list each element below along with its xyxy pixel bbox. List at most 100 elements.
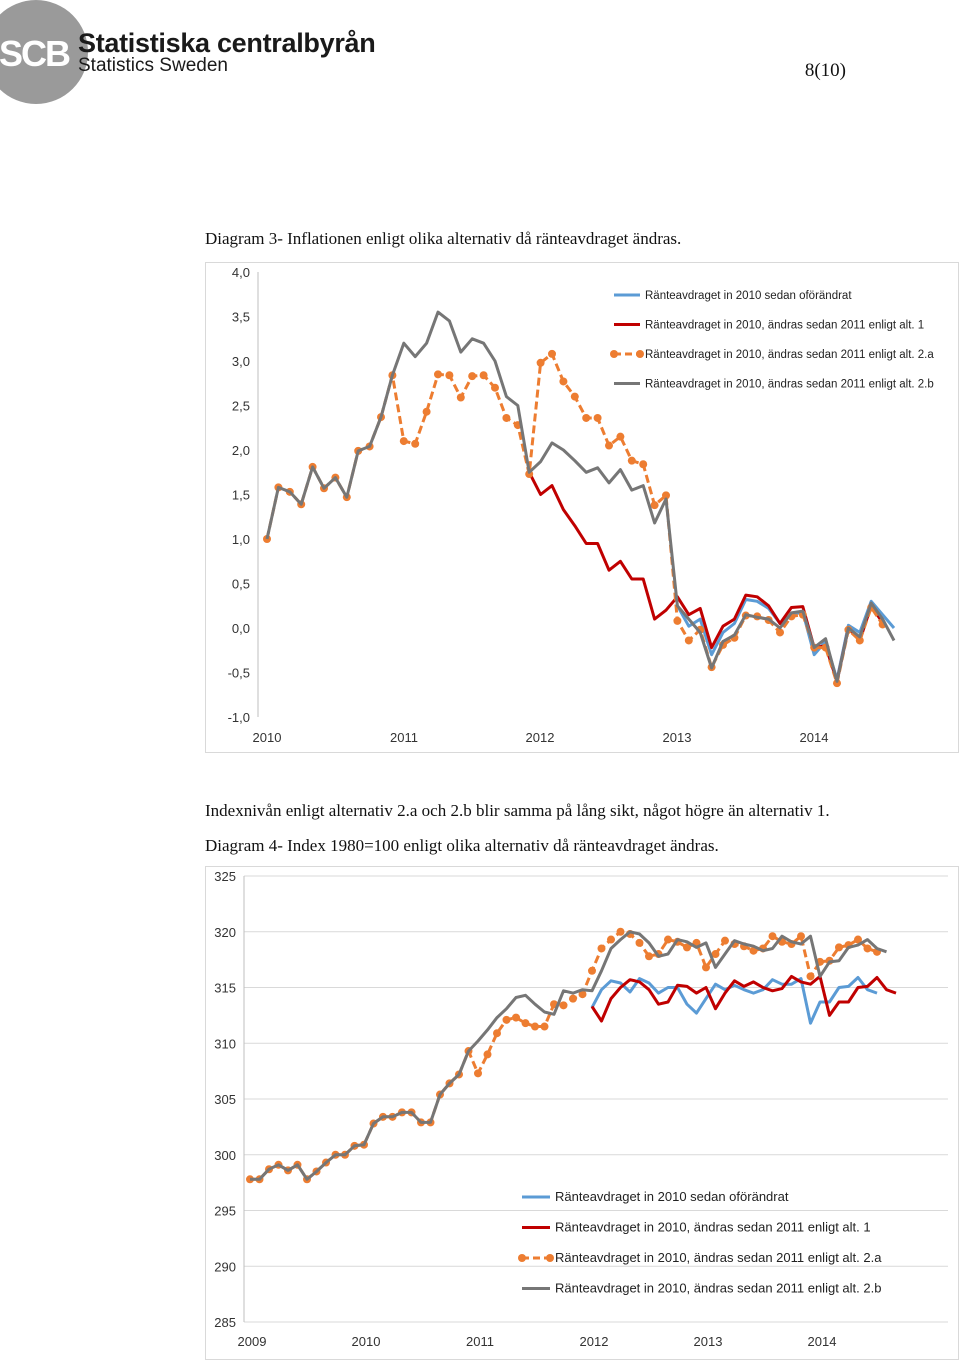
y-tick-label: 0,5 (232, 577, 250, 592)
data-point-marker (764, 615, 773, 624)
data-point-marker (456, 393, 465, 402)
y-tick-label: 3,5 (232, 310, 250, 325)
data-point-marker (730, 633, 739, 642)
data-point-marker (531, 1022, 539, 1031)
data-point-marker (303, 1175, 311, 1184)
y-tick-label: 290 (214, 1259, 236, 1274)
data-point-marker (502, 1015, 511, 1024)
legend-marker (518, 1254, 526, 1262)
data-point-marker (702, 963, 710, 972)
data-point-marker (627, 456, 636, 465)
data-point-marker (350, 1141, 359, 1150)
y-tick-label: 325 (214, 869, 236, 884)
text-between: Indexnivån enligt alternativ 2.a och 2.b… (205, 801, 830, 820)
data-point-marker (246, 1175, 254, 1184)
data-point-marker (483, 1050, 492, 1059)
data-point-marker (582, 413, 591, 422)
data-point-marker (512, 1013, 520, 1022)
data-point-marker (816, 957, 824, 966)
data-point-marker (308, 462, 317, 471)
data-point-marker (502, 413, 511, 422)
data-point-marker (398, 1108, 406, 1117)
data-point-marker (878, 620, 887, 629)
data-point-marker (662, 491, 670, 500)
data-point-marker (377, 413, 385, 422)
legend-label: Ränteavdraget in 2010, ändras sedan 2011… (645, 320, 924, 332)
scb-logo-mark: SCB (0, 33, 70, 74)
x-tick-label: 2013 (663, 730, 692, 745)
data-point-marker (312, 1167, 321, 1176)
x-tick-label: 2012 (580, 1334, 609, 1349)
data-point-marker (873, 947, 881, 956)
data-point-marker (426, 1118, 435, 1127)
data-point-marker (721, 936, 729, 945)
series-line-3 (265, 352, 884, 685)
x-tick-label: 2011 (466, 1334, 494, 1349)
data-point-marker (284, 1166, 292, 1175)
data-point-marker (797, 932, 805, 941)
data-point-marker (399, 437, 408, 446)
data-point-marker (654, 950, 663, 959)
data-point-marker (255, 1175, 264, 1184)
y-tick-label: 2,5 (232, 399, 250, 414)
data-point-marker (569, 994, 577, 1003)
x-tick-label: 2014 (800, 730, 829, 745)
data-point-marker (867, 603, 876, 612)
data-point-marker (331, 1150, 340, 1159)
data-point-marker (639, 460, 648, 469)
legend-label: Ränteavdraget in 2010, ändras sedan 2011… (555, 1250, 882, 1265)
data-point-marker (274, 1160, 283, 1169)
data-point-marker (645, 952, 653, 961)
data-point-marker (474, 1069, 482, 1078)
data-point-marker (787, 612, 796, 621)
chart1-frame (205, 262, 959, 753)
y-tick-label: 1,0 (232, 532, 250, 547)
data-point-marker (274, 483, 283, 492)
legend-label: Ränteavdraget in 2010 sedan oförändrat (555, 1189, 789, 1204)
data-point-marker (673, 937, 682, 946)
y-tick-label: -0,5 (228, 666, 250, 681)
data-point-marker (607, 935, 615, 944)
data-point-marker (844, 625, 853, 634)
data-point-marker (525, 470, 534, 479)
x-tick-label: 2009 (238, 1334, 267, 1349)
x-tick-label: 2010 (253, 730, 282, 745)
data-point-marker (798, 610, 807, 619)
data-point-marker (513, 421, 522, 430)
data-point-marker (540, 1022, 549, 1031)
data-point-marker (684, 636, 693, 645)
data-point-marker (593, 413, 602, 422)
data-point-marker (265, 1165, 273, 1174)
data-point-marker (692, 938, 701, 947)
series-line-4 (250, 930, 887, 1181)
y-tick-label: -1,0 (228, 710, 250, 725)
page-number: 8(10) (804, 60, 846, 81)
series-line-1 (590, 976, 878, 1025)
data-point-marker (741, 611, 750, 620)
data-point-marker (379, 1112, 387, 1121)
data-point-marker (297, 500, 306, 509)
data-point-marker (360, 1140, 368, 1149)
data-point-marker (263, 535, 271, 543)
diagram4-caption: Diagram 4- Index 1980=100 enligt olika a… (205, 836, 719, 855)
y-tick-label: 285 (214, 1315, 236, 1330)
data-point-marker (464, 1047, 473, 1056)
data-point-marker (778, 937, 786, 946)
x-tick-label: 2013 (694, 1334, 723, 1349)
data-point-marker (855, 636, 864, 645)
data-point-marker (388, 1112, 397, 1121)
data-point-marker (719, 640, 727, 649)
data-point-marker (707, 663, 716, 672)
data-point-marker (776, 628, 784, 637)
x-tick-label: 2012 (526, 730, 555, 745)
data-point-marker (548, 349, 556, 358)
data-point-marker (388, 371, 397, 380)
data-point-marker (854, 935, 862, 944)
data-point-marker (683, 943, 691, 952)
legend-label: Ränteavdraget in 2010, ändras sedan 2011… (555, 1220, 871, 1235)
legend-marker (546, 1254, 554, 1262)
data-point-marker (369, 1119, 378, 1128)
data-point-marker (810, 643, 819, 652)
